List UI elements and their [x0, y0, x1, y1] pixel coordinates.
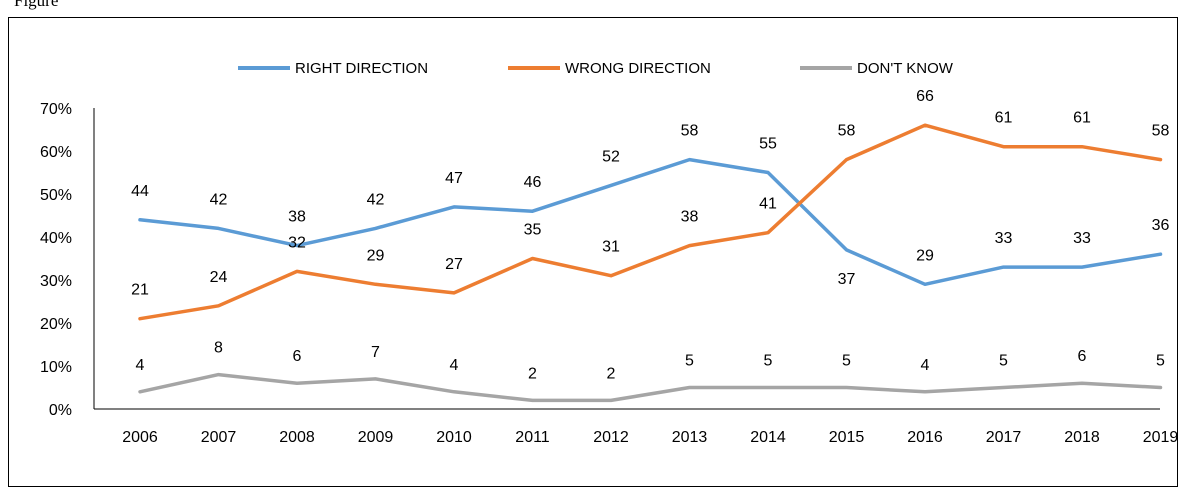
- x-tick-label: 2016: [907, 429, 943, 446]
- x-tick-label: 2010: [436, 429, 472, 446]
- data-label: 42: [367, 191, 385, 208]
- data-label: 32: [288, 234, 306, 251]
- data-label: 4: [921, 357, 930, 374]
- x-tick-label: 2014: [750, 429, 786, 446]
- x-tick-label: 2006: [122, 429, 158, 446]
- data-label: 8: [214, 340, 223, 357]
- x-tick-label: 2008: [279, 429, 315, 446]
- series-line-3: [138, 372, 1163, 403]
- data-label: 5: [1156, 353, 1165, 370]
- data-label: 5: [764, 353, 773, 370]
- y-tick-label: 60%: [40, 144, 72, 161]
- y-tick-label: 10%: [40, 359, 72, 376]
- data-label: 38: [288, 209, 306, 226]
- series-line-2: [138, 123, 1163, 321]
- data-label: 7: [371, 344, 380, 361]
- x-tick-label: 2012: [593, 429, 629, 446]
- data-label: 46: [524, 174, 542, 191]
- x-tick-label: 2013: [672, 429, 708, 446]
- data-label: 27: [445, 256, 463, 273]
- data-label: 33: [1073, 230, 1091, 247]
- data-label: 58: [1152, 123, 1170, 140]
- data-label: 5: [685, 353, 694, 370]
- x-tick-label: 2007: [201, 429, 237, 446]
- x-tick-label: 2009: [358, 429, 394, 446]
- x-tick-label: 2019: [1143, 429, 1179, 446]
- data-label: 42: [210, 191, 228, 208]
- data-label: 29: [367, 247, 385, 264]
- x-tick-label: 2011: [515, 429, 550, 446]
- legend-label-3: DON'T KNOW: [857, 60, 954, 77]
- data-label: 36: [1152, 217, 1170, 234]
- data-label: 2: [528, 365, 537, 382]
- data-label: 6: [293, 348, 302, 365]
- y-tick-label: 70%: [40, 101, 72, 118]
- data-label: 44: [131, 183, 149, 200]
- y-tick-label: 50%: [40, 187, 72, 204]
- x-tick-label: 2017: [986, 429, 1022, 446]
- y-tick-label: 20%: [40, 316, 72, 333]
- y-tick-label: 40%: [40, 230, 72, 247]
- data-label: 47: [445, 170, 463, 187]
- data-label: 24: [210, 269, 228, 286]
- x-tick-label: 2018: [1064, 429, 1100, 446]
- data-label: 5: [842, 353, 851, 370]
- legend-label-2: WRONG DIRECTION: [565, 60, 711, 77]
- series-line-1: [138, 157, 1163, 287]
- data-label: 61: [995, 110, 1013, 127]
- data-label: 29: [916, 247, 934, 264]
- data-label: 21: [131, 282, 149, 299]
- data-label: 35: [524, 222, 542, 239]
- data-label: 58: [838, 123, 856, 140]
- data-label: 66: [916, 88, 934, 105]
- data-label: 37: [838, 271, 856, 288]
- data-label: 4: [136, 357, 145, 374]
- data-label: 33: [995, 230, 1013, 247]
- data-label: 52: [602, 148, 620, 165]
- data-label: 38: [681, 209, 699, 226]
- data-label: 31: [602, 239, 620, 256]
- data-label: 4: [450, 357, 459, 374]
- data-label: 5: [999, 353, 1008, 370]
- data-label: 61: [1073, 110, 1091, 127]
- y-tick-label: 30%: [40, 273, 72, 290]
- x-tick-label: 2015: [829, 429, 865, 446]
- caption-line: Figure: [0, 0, 1182, 16]
- data-label: 6: [1078, 348, 1087, 365]
- data-label: 58: [681, 123, 699, 140]
- legend-label-1: RIGHT DIRECTION: [295, 60, 428, 77]
- data-label: 55: [759, 136, 777, 153]
- data-label: 41: [759, 196, 777, 213]
- caption: Figure: [14, 0, 59, 10]
- data-label: 2: [607, 365, 616, 382]
- y-tick-label: 0%: [49, 402, 72, 419]
